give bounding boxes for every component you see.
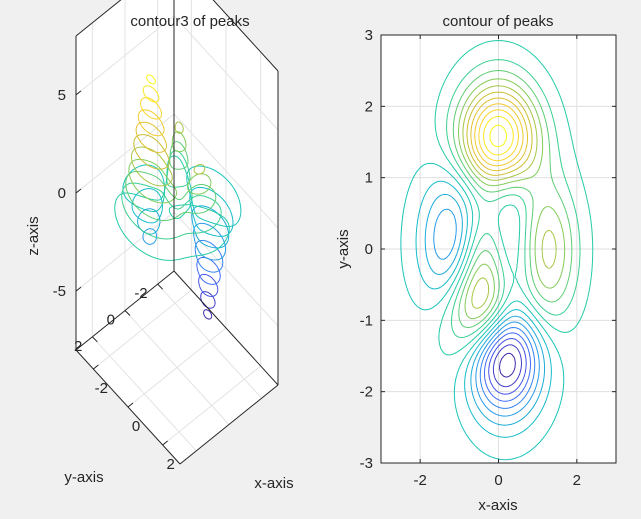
contour-level-line	[462, 85, 557, 309]
contour3-floor-grid-y	[124, 310, 230, 425]
contour3-level-line	[137, 109, 165, 137]
contour3-title: contour3 of peaks	[130, 13, 249, 30]
contour3-ticks: -5 0 5 -2 0 2 -2 0 2	[53, 87, 175, 473]
contour-xtick-label: 2	[573, 472, 581, 489]
contour-level-line	[488, 337, 527, 395]
contour3-level-line	[198, 273, 219, 297]
contour-level-line	[470, 97, 528, 172]
contour-ytick-label: -2	[360, 384, 373, 401]
contour-ytick-label: -3	[360, 455, 373, 472]
contour3-level-line	[114, 155, 230, 261]
contour3-xtick	[93, 364, 99, 370]
contour3-level-line	[140, 97, 163, 120]
contour3-level-line	[135, 121, 168, 153]
contour3-lines	[114, 74, 242, 320]
contour-level-line	[492, 344, 523, 388]
contour3-ztick-label: 0	[58, 185, 66, 202]
contour3-axes: -5 0 5 -2 0 2 -2 0 2 contour3 of peaks z-axis y-…	[25, 0, 294, 492]
contour3-grid	[75, 0, 279, 464]
contour-level-line	[489, 124, 508, 148]
contour-level-line	[400, 162, 565, 461]
contour3-level-line	[137, 205, 230, 249]
contour3-level-line	[125, 141, 217, 221]
contour-level-line	[466, 91, 533, 176]
contour-ticks: -2 0 2 -3 -2 -1 0 1 2 3	[360, 27, 616, 489]
contour3-ytick	[157, 283, 164, 290]
contour3-zlabel: z-axis	[25, 216, 42, 255]
contour-title: contour of peaks	[443, 13, 554, 30]
contour3-xtick	[162, 440, 168, 446]
contour3-floor-grid-y	[91, 336, 197, 452]
contour3-xtick-label: 0	[132, 418, 140, 435]
contour3-xtick-label: 2	[166, 456, 174, 473]
contour-ytick-label: 3	[365, 27, 373, 44]
contour-level-line	[446, 59, 581, 339]
contour3-edge	[179, 384, 279, 465]
contour3-level-line	[122, 164, 242, 228]
contour3-ztick-label: -5	[53, 283, 66, 300]
contour-xtick-label: -2	[413, 472, 426, 489]
contour3-ztick	[75, 188, 82, 194]
contour-ytick-label: -1	[360, 312, 373, 329]
contour-level-line	[498, 352, 516, 378]
contour-level-line	[479, 326, 536, 409]
contour-level-line	[424, 193, 546, 426]
contour-level-line	[483, 332, 532, 402]
contour3-edge	[173, 270, 279, 386]
contour-xlabel: x-axis	[478, 497, 517, 514]
contour3-ztick	[75, 286, 82, 292]
contour-xtick-label: 0	[494, 472, 502, 489]
contour-level-line	[478, 109, 519, 162]
contour3-ztick	[75, 90, 82, 96]
contour3-ytick	[124, 310, 131, 316]
contour3-level-line	[130, 121, 206, 187]
contour-ylabel: y-axis	[335, 229, 352, 268]
contour-lines	[400, 40, 594, 461]
contour3-level-line	[194, 239, 224, 273]
contour3-level-line	[128, 131, 212, 204]
contour-axes: -2 0 2 -3 -2 -1 0 1 2 3 contour of peaks y-axis x…	[335, 13, 617, 514]
contour-level-line	[483, 115, 514, 156]
contour-level-line	[452, 70, 573, 329]
contour3-ytick-label: -2	[134, 285, 147, 302]
contour3-edge	[75, 0, 122, 37]
contour-level-line	[415, 180, 552, 438]
contour-ytick-label: 0	[365, 241, 373, 258]
contour3-xtick	[127, 402, 134, 408]
contour3-level-line	[133, 134, 170, 170]
contour-ytick-label: 1	[365, 170, 373, 187]
contour3-level-line	[142, 222, 227, 261]
contour3-level-line	[142, 85, 160, 103]
contour3-level-line	[203, 309, 213, 320]
contour3-ylabel: y-axis	[64, 469, 103, 486]
contour3-ztick-label: 5	[58, 87, 66, 104]
contour-level-line	[434, 40, 594, 356]
contour3-xtick-label: -2	[95, 380, 108, 397]
contour-level-line	[433, 208, 540, 417]
contour3-edge	[212, 0, 279, 72]
contour-level-line	[474, 103, 524, 167]
contour3-xlabel: x-axis	[254, 475, 293, 492]
contour3-ytick	[91, 336, 98, 343]
contour3-level-line	[146, 74, 156, 85]
contour-ytick-label: 2	[365, 98, 373, 115]
contour3-ytick-label: 0	[107, 312, 115, 329]
contour3-ytick-label: 2	[74, 338, 82, 355]
contour-level-line	[457, 78, 566, 320]
contour3-floor-grid-y	[157, 283, 263, 399]
